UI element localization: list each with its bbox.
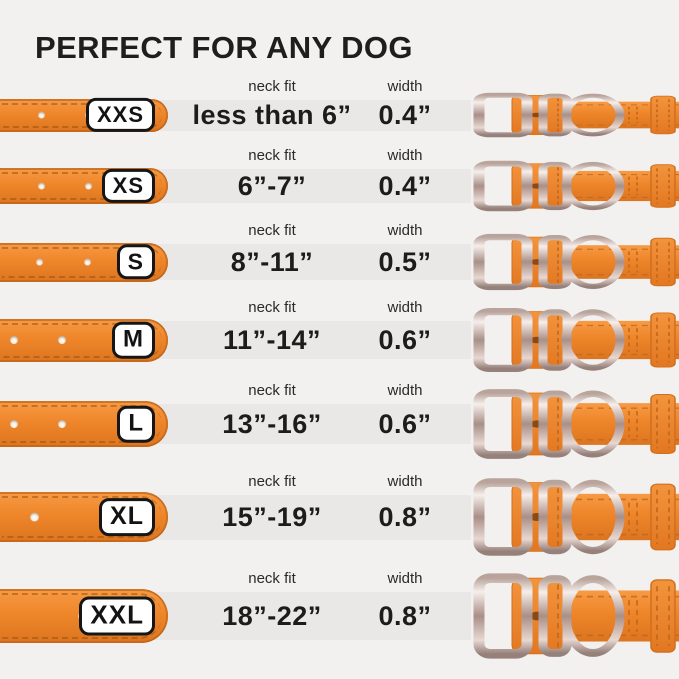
collar-strap-illustration: M: [0, 318, 168, 362]
neck-fit-column-label: neck fit: [248, 77, 296, 95]
buckle-dring-icon: [467, 233, 679, 291]
collar-hole: [10, 336, 18, 344]
collar-strap-illustration: XS: [0, 168, 168, 204]
width-column-label: width: [387, 222, 423, 239]
neck-fit-value: 13”-16”: [222, 408, 322, 439]
width-value: 0.8”: [378, 600, 432, 631]
size-badge: XXL: [79, 596, 155, 636]
neck-fit-column-label: neck fit: [248, 222, 296, 239]
width-column-label: width: [387, 299, 423, 316]
width-column-label: width: [387, 570, 423, 587]
collar-hole: [84, 258, 91, 266]
collar-hole: [38, 182, 45, 190]
size-badge: XXS: [85, 97, 155, 133]
neck-fit-value: less than 6”: [192, 99, 352, 130]
size-badge: L: [117, 405, 155, 443]
width-value: 0.8”: [378, 501, 432, 532]
collar-hole: [38, 111, 45, 119]
collar-strap-illustration: L: [0, 401, 168, 447]
buckle-dring-icon: [467, 307, 679, 373]
collar-buckle-illustration: [467, 477, 679, 557]
neck-fit-value: 8”-11”: [230, 246, 314, 277]
width-value: 0.5”: [378, 246, 432, 277]
neck-fit-column-label: neck fit: [248, 147, 296, 164]
neck-fit-value: 18”-22”: [222, 600, 322, 631]
collar-buckle-illustration: [467, 92, 679, 138]
collar-hole: [10, 420, 18, 428]
size-badge: XL: [99, 498, 155, 536]
width-value: 0.4”: [378, 170, 432, 201]
width-value: 0.6”: [378, 324, 432, 355]
collar-buckle-illustration: [467, 388, 679, 460]
collar-strap-illustration: XXS: [0, 97, 168, 133]
neck-fit-column-label: neck fit: [248, 472, 296, 490]
collar-hole: [36, 258, 43, 266]
width-value: 0.6”: [378, 408, 432, 439]
collar-buckle-illustration: [467, 160, 679, 212]
collar-buckle-illustration: [467, 307, 679, 373]
buckle-dring-icon: [467, 477, 679, 557]
neck-fit-column-label: neck fit: [248, 382, 296, 399]
page-title: PERFECT FOR ANY DOG: [35, 30, 413, 65]
neck-fit-value: 15”-19”: [222, 501, 322, 532]
buckle-dring-icon: [467, 92, 679, 138]
collar-buckle-illustration: [467, 572, 679, 660]
collar-hole: [30, 512, 39, 522]
collar-strap-illustration: S: [0, 242, 168, 282]
collar-strap-illustration: XL: [0, 492, 168, 542]
neck-fit-column-label: neck fit: [248, 299, 296, 316]
collar-hole: [58, 336, 66, 344]
collar-strap-illustration: XXL: [0, 589, 168, 643]
width-column-label: width: [387, 147, 423, 164]
width-column-label: width: [387, 382, 423, 399]
buckle-dring-icon: [467, 572, 679, 660]
collar-buckle-illustration: [467, 233, 679, 291]
collar-hole: [85, 182, 92, 190]
neck-fit-column-label: neck fit: [248, 570, 296, 587]
neck-fit-value: 11”-14”: [222, 324, 322, 355]
width-value: 0.4”: [378, 99, 432, 130]
neck-fit-value: 6”-7”: [237, 170, 307, 201]
width-column-label: width: [387, 472, 423, 490]
collar-hole: [58, 420, 66, 428]
width-column-label: width: [387, 77, 423, 95]
buckle-dring-icon: [467, 160, 679, 212]
buckle-dring-icon: [467, 388, 679, 460]
size-badge: S: [116, 244, 155, 280]
size-badge: M: [112, 321, 155, 359]
size-badge: XS: [101, 168, 155, 204]
